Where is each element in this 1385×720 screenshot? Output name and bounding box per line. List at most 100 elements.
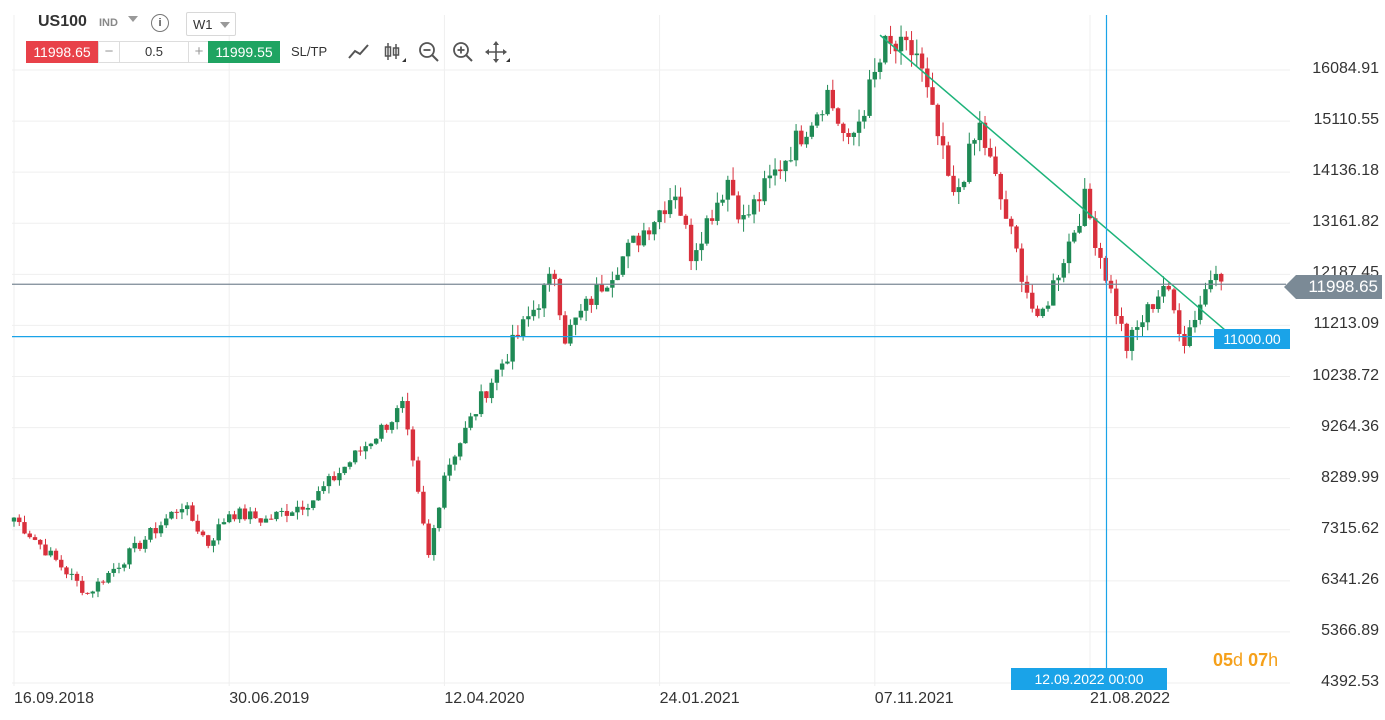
candle-down xyxy=(232,514,237,520)
candle-up xyxy=(631,235,636,243)
quantity-stepper[interactable]: − 0.5 + xyxy=(98,41,210,63)
candle-type-icon[interactable] xyxy=(382,40,408,64)
candle-down xyxy=(688,224,694,262)
chevron-down-icon[interactable] xyxy=(128,16,138,22)
candle-up xyxy=(389,422,395,430)
quantity-input[interactable]: 0.5 xyxy=(144,44,164,59)
sell-button[interactable]: 11998.65 xyxy=(26,41,98,63)
candle-down xyxy=(195,520,200,532)
candle-down xyxy=(951,175,956,193)
candle-down xyxy=(841,123,846,133)
candle-up xyxy=(237,508,242,520)
horizontal-level-label[interactable]: 11000.00 xyxy=(1214,329,1290,349)
candle-down xyxy=(53,550,59,560)
info-icon[interactable]: i xyxy=(151,14,169,32)
candle-down xyxy=(1182,333,1187,346)
price-axis-tick: 7315.62 xyxy=(1321,519,1379,537)
crosshair-date-label: 12.09.2022 00:00 xyxy=(1011,668,1167,690)
price-axis-tick: 13161.82 xyxy=(1312,213,1379,231)
chevron-down-icon xyxy=(220,22,230,28)
candle-down xyxy=(636,235,641,246)
candle-up xyxy=(111,568,116,573)
candle-up xyxy=(715,202,720,221)
candle-down xyxy=(778,169,783,172)
candle-up xyxy=(914,53,919,56)
candle-up xyxy=(625,242,631,257)
candle-up xyxy=(505,361,510,364)
candle-down xyxy=(64,567,69,575)
candle-down xyxy=(935,104,940,137)
candle-down xyxy=(101,581,106,583)
candle-up xyxy=(342,466,347,474)
candle-up xyxy=(106,572,111,583)
candle-down xyxy=(919,53,925,69)
candle-down xyxy=(662,210,668,215)
candle-up xyxy=(667,200,673,215)
buy-button[interactable]: 11999.55 xyxy=(208,41,280,63)
countdown-days: 05 xyxy=(1213,650,1234,670)
timeframe-select[interactable]: W1 xyxy=(186,12,236,36)
candle-down xyxy=(32,537,38,540)
candle-up xyxy=(856,121,862,133)
candle-up xyxy=(704,218,710,244)
candle-down xyxy=(909,40,914,56)
candle-up xyxy=(967,143,972,182)
candle-down xyxy=(200,531,206,536)
candlestick-series xyxy=(11,25,1224,598)
increase-quantity-button[interactable]: + xyxy=(188,42,209,62)
candle-down xyxy=(515,334,521,337)
candle-up xyxy=(48,550,53,556)
candle-up xyxy=(1077,225,1082,233)
symbol-label[interactable]: US100 xyxy=(38,13,87,30)
candle-down xyxy=(599,284,605,292)
candle-down xyxy=(358,450,363,452)
candle-up xyxy=(883,35,888,63)
candle-up xyxy=(468,416,473,428)
candle-up xyxy=(95,581,101,592)
decrease-quantity-button[interactable]: − xyxy=(99,42,120,62)
candle-up xyxy=(898,36,904,52)
candle-up xyxy=(274,511,279,520)
line-draw-icon[interactable] xyxy=(346,40,372,64)
price-axis-tick: 15110.55 xyxy=(1313,111,1379,129)
zoom-in-icon[interactable] xyxy=(450,40,476,64)
candle-down xyxy=(1024,281,1030,293)
candle-up xyxy=(673,196,678,201)
candle-up xyxy=(394,408,400,423)
current-price-label: 11998.65 xyxy=(1296,275,1382,299)
candle-down xyxy=(1177,310,1182,334)
time-axis-tick: 21.08.2022 xyxy=(1090,690,1171,707)
candle-down xyxy=(153,528,158,534)
candle-up xyxy=(1192,319,1198,328)
candle-down xyxy=(888,35,893,44)
candle-down xyxy=(410,429,416,461)
candle-up xyxy=(699,243,704,251)
candle-down xyxy=(998,173,1003,200)
candle-up xyxy=(814,114,820,126)
candle-up xyxy=(1082,188,1087,226)
candle-down xyxy=(709,218,715,221)
move-icon[interactable] xyxy=(484,40,510,64)
candle-up xyxy=(520,319,526,337)
candle-up xyxy=(185,505,190,510)
price-axis-tick: 5366.89 xyxy=(1321,621,1379,639)
candle-up xyxy=(526,316,531,320)
candle-up xyxy=(1135,327,1140,330)
candle-up xyxy=(746,214,752,216)
candle-down xyxy=(904,36,909,41)
candle-down xyxy=(1219,273,1224,282)
sl-tp-button[interactable]: SL/TP xyxy=(291,44,328,59)
candle-up xyxy=(725,179,731,200)
price-axis-tick: 8289.99 xyxy=(1321,468,1379,486)
candle-up xyxy=(956,187,961,193)
price-axis-tick: 4392.53 xyxy=(1321,673,1379,690)
candle-up xyxy=(793,130,799,161)
candle-down xyxy=(22,522,27,534)
candle-up xyxy=(400,401,405,409)
candle-up xyxy=(1156,296,1161,310)
candle-up xyxy=(216,524,221,541)
zoom-out-icon[interactable] xyxy=(416,40,442,64)
candle-down xyxy=(678,196,683,216)
candle-up xyxy=(972,140,977,144)
